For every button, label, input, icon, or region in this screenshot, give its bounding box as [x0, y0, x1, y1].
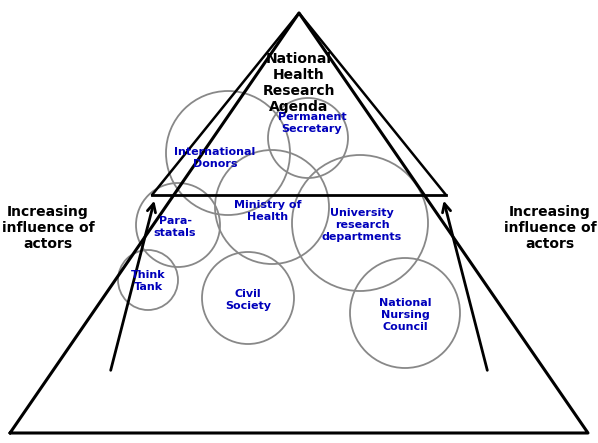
Text: National
Nursing
Council: National Nursing Council — [379, 299, 431, 332]
Text: Permanent
Secretary: Permanent Secretary — [277, 112, 346, 134]
Text: Para-
statals: Para- statals — [154, 216, 196, 238]
Text: Increasing
influence of
actors: Increasing influence of actors — [504, 205, 596, 251]
Text: Ministry of
Health: Ministry of Health — [234, 200, 302, 222]
Text: International
Donors: International Donors — [175, 147, 255, 169]
Text: Civil
Society: Civil Society — [225, 289, 271, 311]
Text: Increasing
influence of
actors: Increasing influence of actors — [2, 205, 94, 251]
Text: National
Health
Research
Agenda: National Health Research Agenda — [263, 52, 335, 114]
Text: University
research
departments: University research departments — [322, 208, 402, 241]
Text: Think
Tank: Think Tank — [131, 270, 165, 292]
